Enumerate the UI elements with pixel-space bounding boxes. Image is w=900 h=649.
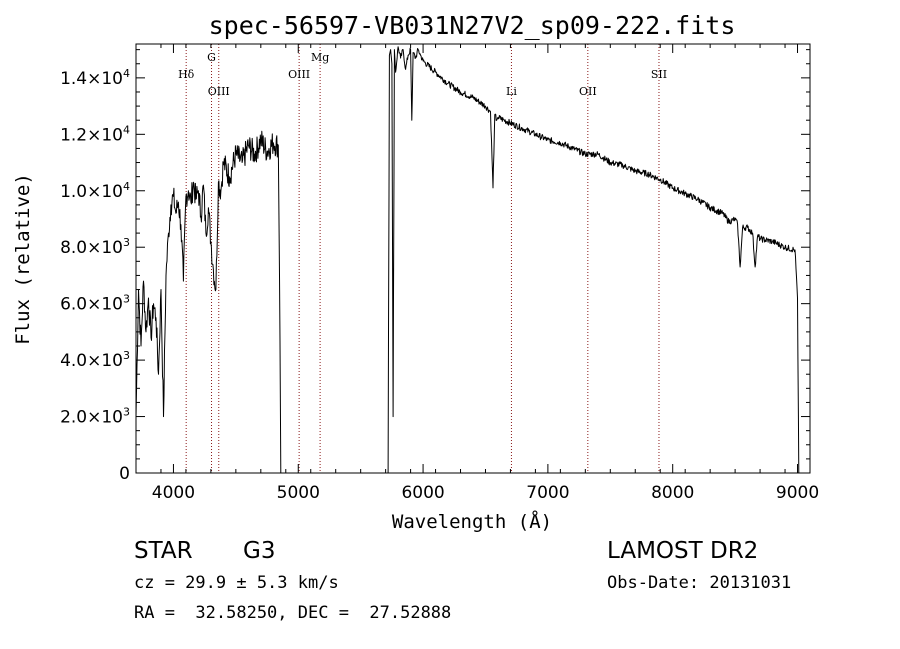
y-tick-label: 1.4×104: [60, 67, 130, 89]
observation-date: Obs-Date: 20131031: [607, 573, 792, 593]
spectral-line-label: OIII: [288, 68, 310, 81]
y-axis-label: Flux (relative): [12, 173, 34, 345]
spectrum-trace: [135, 46, 800, 474]
chart-title: spec-56597-VB031N27V2_sp09-222.fits: [209, 11, 736, 40]
spectral-line-label: Hδ: [178, 68, 195, 81]
y-tick-label: 1.2×104: [60, 123, 130, 145]
y-tick-label: 1.0×104: [60, 180, 130, 202]
spectral-line-label: Li: [506, 85, 517, 98]
spectrum-segment-0-0: [135, 130, 282, 474]
axis-ticks: 4000 5000 6000 7000 8000 9000 0 2.0×103 4.0×103 6…: [60, 44, 819, 503]
y-tick-label: 6.0×103: [60, 293, 130, 315]
x-tick-label: 7000: [526, 483, 569, 503]
spectrum-segment-0-1: [387, 46, 800, 474]
spectral-line-label: G: [207, 51, 216, 64]
y-tick-label: 2.0×103: [60, 406, 130, 428]
y-tick-label: 4.0×103: [60, 349, 130, 371]
spectral-line-label: OII: [579, 85, 597, 98]
x-tick-label: 8000: [651, 483, 694, 503]
coordinates: RA = 32.58250, DEC = 27.52888: [134, 603, 452, 623]
redshift-value: cz = 29.9 ± 5.3 km/s: [134, 573, 339, 593]
object-class: STAR: [134, 538, 193, 564]
x-tick-label: 6000: [401, 483, 444, 503]
y-tick-label: 0: [119, 464, 130, 484]
spectral-line-label: SII: [651, 68, 667, 81]
plot-frame: [135, 43, 811, 474]
y-tick-label: 8.0×103: [60, 236, 130, 258]
x-tick-label: 9000: [776, 483, 819, 503]
x-tick-label: 5000: [277, 483, 320, 503]
survey-name: LAMOST DR2: [607, 538, 759, 564]
spectrum-chart: spec-56597-VB031N27V2_sp09-222.fits Hδ G O…: [12, 11, 819, 533]
object-subclass: G3: [243, 538, 276, 564]
spectral-line-label: Mg: [311, 51, 329, 64]
x-tick-label: 4000: [152, 483, 195, 503]
spectral-line-label: OIII: [208, 85, 230, 98]
x-axis-label: Wavelength (Å): [392, 510, 552, 533]
